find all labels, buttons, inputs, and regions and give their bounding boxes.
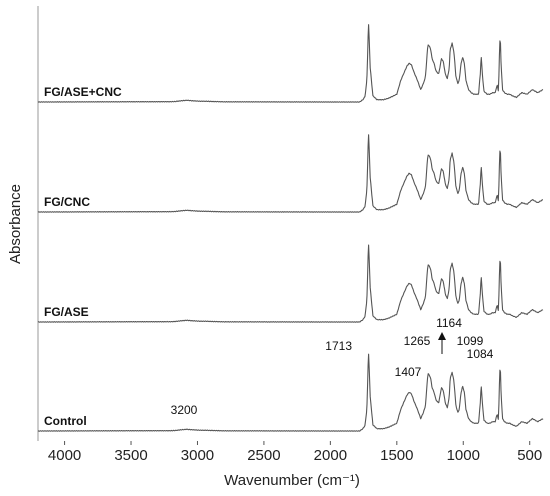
x-tick-label: 3500	[114, 447, 147, 464]
peak-label: 1407	[395, 365, 422, 379]
series-labels: Control FG/ASE FG/CNC FG/ASE+CNC	[44, 85, 122, 428]
x-tick-label: 500	[517, 447, 542, 464]
x-tick-label: 4000	[48, 447, 81, 464]
spectrum-line-fg-cnc	[37, 134, 544, 213]
y-axis-title: Absorbance	[7, 184, 24, 264]
x-axis-title: Wavenumber (cm⁻¹)	[224, 472, 360, 489]
x-tick-label: 1000	[447, 447, 480, 464]
peak-label: 1084	[467, 347, 494, 361]
x-tick-label: 3000	[181, 447, 214, 464]
series-label: FG/ASE	[44, 305, 89, 319]
peak-label: 1713	[325, 339, 352, 353]
x-axis: 4000 3500 3000 2500 2000 1500 1000 500	[48, 441, 542, 464]
series-label: Control	[44, 414, 87, 428]
peak-label: 1265	[404, 334, 431, 348]
peak-label: 3200	[171, 403, 198, 417]
series-label: FG/CNC	[44, 195, 90, 209]
peak-label: 1164	[436, 316, 462, 330]
peak-label: 1099	[457, 334, 484, 348]
x-tick-label: 2500	[247, 447, 280, 464]
spectrum-line-control	[37, 353, 544, 432]
spectrum-line-fg-ase	[37, 244, 544, 323]
spectra	[37, 24, 544, 432]
x-tick-label: 1500	[380, 447, 413, 464]
series-label: FG/ASE+CNC	[44, 85, 122, 99]
x-tick-label: 2000	[314, 447, 347, 464]
peak-arrow-head	[438, 332, 446, 340]
spectrum-line-fg-ase-cnc	[37, 24, 544, 103]
